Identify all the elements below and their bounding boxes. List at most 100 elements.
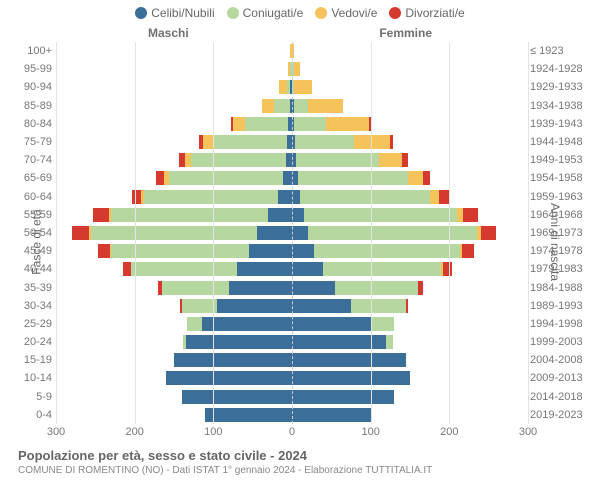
bar-segment — [335, 281, 418, 295]
bar-segment — [292, 353, 406, 367]
male-bar — [56, 335, 292, 349]
bar-segment — [379, 153, 403, 167]
legend-item: Celibi/Nubili — [135, 6, 214, 20]
birth-label: 1979-1983 — [528, 263, 592, 275]
legend-label: Divorziati/e — [405, 6, 464, 20]
bar-segment — [257, 226, 292, 240]
pyramid-row: 50-541969-1973 — [8, 224, 592, 242]
legend: Celibi/NubiliConiugati/eVedovi/eDivorzia… — [8, 6, 592, 22]
bar-zone — [56, 262, 528, 276]
birth-label: 2009-2013 — [528, 372, 592, 384]
bar-segment — [326, 117, 369, 131]
bar-segment — [463, 208, 477, 222]
bar-segment — [262, 99, 274, 113]
pyramid-row: 0-4 2019-2023 — [8, 406, 592, 424]
x-axis: 3002001000100200300 — [8, 426, 592, 442]
birth-label: 1964-1968 — [528, 209, 592, 221]
male-bar — [56, 117, 292, 131]
female-bar — [292, 371, 528, 385]
female-bar — [292, 190, 528, 204]
bar-segment — [481, 226, 497, 240]
bar-segment — [249, 244, 292, 258]
chart-subtitle: COMUNE DI ROMENTINO (NO) - Dati ISTAT 1°… — [18, 465, 582, 476]
birth-label: 1949-1953 — [528, 154, 592, 166]
bar-segment — [233, 117, 245, 131]
bar-segment — [166, 371, 292, 385]
chart-container: Celibi/NubiliConiugati/eVedovi/eDivorzia… — [0, 0, 600, 476]
birth-label: 1939-1943 — [528, 118, 592, 130]
pyramid-row: 15-192004-2008 — [8, 351, 592, 369]
bar-segment — [323, 262, 441, 276]
bar-segment — [430, 190, 439, 204]
male-bar — [56, 244, 292, 258]
birth-label: 1929-1933 — [528, 81, 592, 93]
legend-swatch — [315, 7, 327, 19]
bar-segment — [408, 171, 422, 185]
female-bar — [292, 244, 528, 258]
birth-label: 1969-1973 — [528, 227, 592, 239]
bar-segment — [283, 171, 292, 185]
pyramid-row: 10-142009-2013 — [8, 369, 592, 387]
female-bar — [292, 335, 528, 349]
bar-segment — [93, 208, 109, 222]
x-tick: 100 — [204, 426, 222, 438]
pyramid-row: 25-291994-1998 — [8, 315, 592, 333]
bar-zone — [56, 44, 528, 58]
bar-segment — [202, 317, 292, 331]
bar-segment — [182, 299, 217, 313]
female-bar — [292, 153, 528, 167]
bar-segment — [123, 262, 131, 276]
bar-zone — [56, 99, 528, 113]
bar-segment — [294, 80, 311, 94]
male-bar — [56, 390, 292, 404]
bar-zone — [56, 226, 528, 240]
female-bar — [292, 171, 528, 185]
bar-segment — [132, 190, 141, 204]
bar-segment — [279, 80, 287, 94]
female-bar — [292, 262, 528, 276]
bar-segment — [308, 99, 343, 113]
legend-item: Divorziati/e — [389, 6, 464, 20]
age-label: 60-64 — [8, 191, 56, 203]
x-tick: 300 — [47, 426, 65, 438]
bar-segment — [186, 335, 292, 349]
age-label: 0-4 — [8, 409, 56, 421]
female-bar — [292, 390, 528, 404]
bar-segment — [292, 390, 394, 404]
male-bar — [56, 371, 292, 385]
bar-zone — [56, 335, 528, 349]
bar-zone — [56, 353, 528, 367]
header-female: Femmine — [379, 26, 432, 40]
bar-segment — [423, 171, 431, 185]
bar-segment — [402, 153, 408, 167]
age-label: 85-89 — [8, 100, 56, 112]
female-bar — [292, 135, 528, 149]
pyramid-row: 45-491974-1978 — [8, 242, 592, 260]
pyramid-row: 60-641959-1963 — [8, 188, 592, 206]
bar-segment — [237, 262, 292, 276]
bar-zone — [56, 317, 528, 331]
legend-label: Celibi/Nubili — [151, 6, 214, 20]
bar-segment — [295, 135, 354, 149]
pyramid-row: 55-591964-1968 — [8, 206, 592, 224]
bar-segment — [292, 408, 371, 422]
bar-segment — [308, 226, 477, 240]
bar-segment — [351, 299, 406, 313]
bar-segment — [174, 353, 292, 367]
birth-label: 1994-1998 — [528, 318, 592, 330]
bar-segment — [386, 335, 392, 349]
male-bar — [56, 299, 292, 313]
bar-segment — [300, 190, 430, 204]
bar-segment — [443, 262, 452, 276]
birth-label: 1984-1988 — [528, 282, 592, 294]
male-bar — [56, 44, 292, 58]
bar-segment — [292, 335, 386, 349]
bar-segment — [217, 299, 292, 313]
legend-swatch — [227, 7, 239, 19]
age-label: 5-9 — [8, 391, 56, 403]
bar-segment — [296, 153, 379, 167]
birth-label: 2019-2023 — [528, 409, 592, 421]
bar-segment — [229, 281, 292, 295]
pyramid-row: 65-691954-1958 — [8, 169, 592, 187]
male-bar — [56, 408, 292, 422]
